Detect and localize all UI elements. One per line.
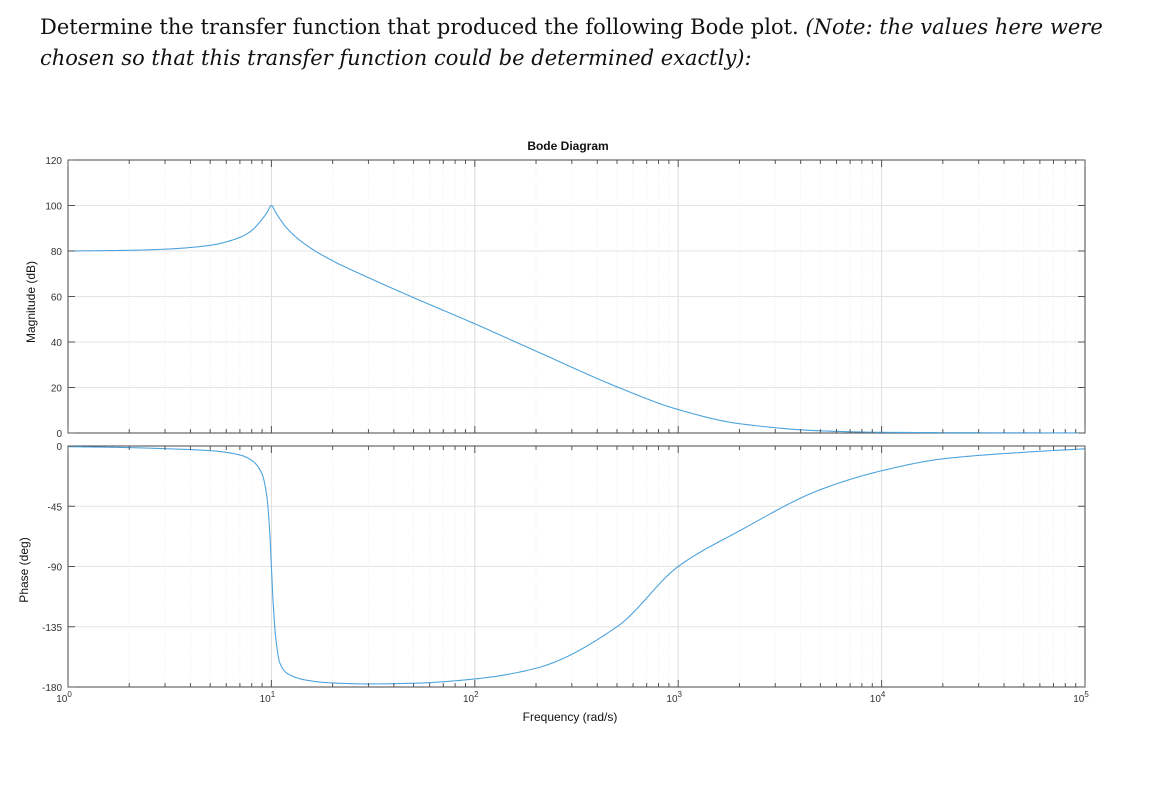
- grid-layer: [67, 159, 1085, 688]
- x-tick-label: 101: [260, 690, 276, 705]
- chart-title: Bode Diagram: [527, 139, 608, 153]
- magnitude-curve: [67, 204, 1086, 434]
- magnitude-axis-label: Magnitude (dB): [24, 261, 38, 343]
- curve-layer: [67, 204, 1086, 685]
- y-tick-label: -90: [48, 563, 63, 574]
- y-tick-label: 0: [56, 442, 62, 453]
- y-tick-label: -180: [42, 683, 62, 694]
- y-tick-label: 120: [45, 156, 62, 167]
- y-tick-label: 60: [51, 293, 63, 304]
- y-tick-label: -45: [48, 502, 63, 513]
- x-axis-label: Frequency (rad/s): [523, 710, 618, 724]
- y-tick-label: 100: [45, 202, 62, 213]
- question-note: (Note: the values here were chosen so th…: [40, 15, 1103, 70]
- phase-curve: [67, 446, 1086, 685]
- y-tick-label: 40: [51, 338, 63, 349]
- y-tick-label: 20: [51, 384, 63, 395]
- x-tick-label: 102: [463, 690, 479, 705]
- question-text: Determine the transfer function that pro…: [40, 12, 1120, 74]
- axes-frames: [67, 159, 1086, 688]
- y-tick-label: 0: [56, 429, 62, 440]
- x-tick-label: 103: [666, 690, 682, 705]
- phase-axis-label: Phase (deg): [17, 537, 31, 602]
- question-body: Determine the transfer function that pro…: [40, 15, 799, 39]
- x-tick-label: 100: [56, 690, 72, 705]
- y-tick-label: 80: [51, 247, 63, 258]
- x-tick-label: 104: [870, 690, 886, 705]
- y-tick-label: -135: [42, 623, 62, 634]
- x-tick-label: 105: [1073, 690, 1089, 705]
